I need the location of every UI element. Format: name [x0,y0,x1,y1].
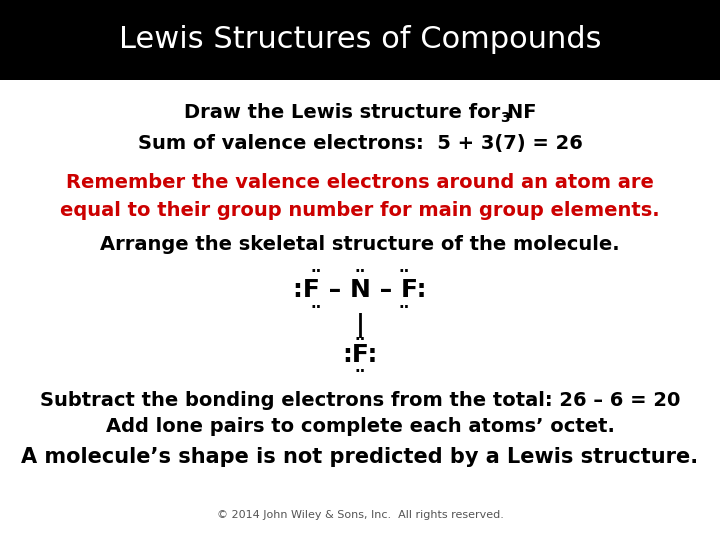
Text: Draw the Lewis structure for NF: Draw the Lewis structure for NF [184,103,536,122]
Text: ··: ·· [310,265,322,280]
Text: 3: 3 [500,111,510,125]
Text: © 2014 John Wiley & Sons, Inc.  All rights reserved.: © 2014 John Wiley & Sons, Inc. All right… [217,510,503,520]
Text: Remember the valence electrons around an atom are: Remember the valence electrons around an… [66,172,654,192]
Text: |: | [356,313,364,338]
Text: ··: ·· [354,265,366,280]
Text: ··: ·· [310,300,322,315]
Text: ··: ·· [398,300,410,315]
Text: :F:: :F: [342,343,378,367]
Bar [0,0,720,80]
Text: ··: ·· [354,364,366,380]
Text: Subtract the bonding electrons from the total: 26 – 6 = 20: Subtract the bonding electrons from the … [40,390,680,409]
Text: ··: ·· [398,265,410,280]
Text: Lewis Structures of Compounds: Lewis Structures of Compounds [119,25,601,55]
Text: :F – N – F:: :F – N – F: [293,278,427,302]
Text: equal to their group number for main group elements.: equal to their group number for main gro… [60,200,660,219]
Text: Add lone pairs to complete each atoms’ octet.: Add lone pairs to complete each atoms’ o… [106,416,614,435]
Text: Sum of valence electrons:  5 + 3(7) = 26: Sum of valence electrons: 5 + 3(7) = 26 [138,134,582,153]
Text: A molecule’s shape is not predicted by a Lewis structure.: A molecule’s shape is not predicted by a… [22,447,698,467]
Text: .: . [506,103,513,122]
Text: Arrange the skeletal structure of the molecule.: Arrange the skeletal structure of the mo… [100,235,620,254]
Text: ··: ·· [354,333,366,348]
